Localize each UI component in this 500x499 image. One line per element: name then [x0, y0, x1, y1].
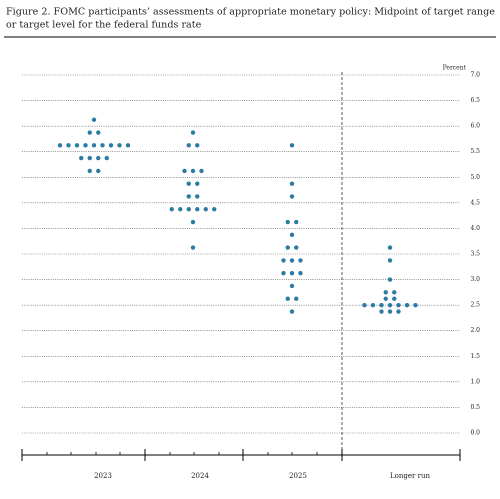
dot — [186, 194, 191, 199]
dot — [294, 296, 299, 301]
y-tick-label: 4.0 — [470, 225, 480, 232]
dot — [396, 309, 401, 314]
y-tick-label: 1.5 — [470, 353, 480, 360]
dot — [74, 143, 80, 148]
dot — [186, 207, 191, 212]
y-tick-label: 1.0 — [470, 378, 480, 385]
dot — [186, 143, 191, 148]
dot — [190, 219, 196, 225]
dot — [370, 302, 376, 308]
dot — [87, 168, 92, 174]
dot — [289, 258, 295, 263]
chart-title: Figure 2. FOMC participants’ assessments… — [6, 7, 495, 18]
dot — [125, 143, 131, 148]
dot — [289, 232, 295, 238]
dot — [212, 207, 217, 212]
dot — [383, 296, 388, 301]
dot — [285, 245, 290, 250]
dot — [96, 130, 101, 135]
dot — [281, 270, 286, 276]
dot — [79, 155, 84, 161]
dot — [281, 258, 286, 263]
dot — [91, 143, 97, 148]
y-tick-label: 6.5 — [470, 97, 480, 104]
dot — [298, 258, 303, 263]
y-tick-label: 4.5 — [470, 199, 480, 206]
dot — [96, 155, 101, 161]
dot — [199, 168, 204, 174]
dot — [387, 309, 393, 314]
dot — [404, 302, 410, 308]
x-tick-label: Longer run — [390, 472, 430, 480]
dot — [294, 245, 299, 250]
chart-subtitle: or target level for the federal funds ra… — [6, 20, 202, 31]
dot — [195, 194, 200, 199]
dot — [285, 219, 290, 225]
dot — [195, 207, 200, 212]
dot — [190, 245, 196, 250]
dot — [190, 130, 196, 135]
dot — [108, 143, 114, 148]
x-tick-label: 2025 — [289, 472, 307, 480]
dot — [396, 302, 401, 308]
dot — [203, 207, 208, 212]
dot — [387, 258, 393, 263]
dot — [387, 277, 393, 282]
y-tick-label: 5.0 — [470, 174, 480, 181]
dot — [100, 143, 105, 148]
dot — [182, 168, 187, 174]
dot — [392, 296, 397, 301]
y-tick-label: 7.0 — [470, 72, 480, 79]
dot — [392, 290, 397, 295]
dot — [289, 143, 295, 148]
dot — [387, 302, 393, 308]
dot — [83, 143, 88, 148]
dot — [96, 168, 101, 174]
dot — [57, 143, 63, 148]
dot — [91, 117, 97, 122]
dot — [178, 207, 183, 212]
dot — [87, 130, 92, 135]
dot — [289, 194, 295, 199]
y-tick-label: 5.5 — [470, 148, 480, 155]
y-tick-label: 0.5 — [470, 404, 480, 411]
dot — [195, 143, 200, 148]
dot — [413, 302, 418, 308]
dot — [289, 283, 295, 289]
x-tick-label: 2023 — [94, 472, 112, 480]
x-tick-label: 2024 — [191, 472, 209, 480]
dot — [387, 245, 393, 250]
dot — [104, 155, 109, 161]
dot — [190, 168, 196, 174]
dot — [362, 302, 367, 308]
dot — [294, 219, 299, 225]
dot — [195, 181, 200, 186]
dot — [379, 309, 384, 314]
y-tick-label: 3.5 — [470, 251, 480, 258]
dot — [186, 181, 191, 186]
y-tick-label: 6.0 — [470, 123, 480, 130]
dot — [285, 296, 290, 301]
y-axis-label: Percent — [443, 65, 467, 72]
dot — [379, 302, 384, 308]
dot — [289, 270, 295, 276]
dot — [169, 207, 174, 212]
y-tick-label: 3.0 — [470, 276, 480, 283]
y-tick-label: 2.0 — [470, 327, 480, 334]
dot — [66, 143, 71, 148]
dot — [383, 290, 388, 295]
y-tick-label: 0.0 — [470, 430, 480, 437]
dot — [289, 309, 295, 314]
dot — [298, 270, 303, 276]
dot — [117, 143, 122, 148]
dot — [289, 181, 295, 186]
dot — [87, 155, 92, 161]
y-tick-label: 2.5 — [470, 302, 480, 309]
